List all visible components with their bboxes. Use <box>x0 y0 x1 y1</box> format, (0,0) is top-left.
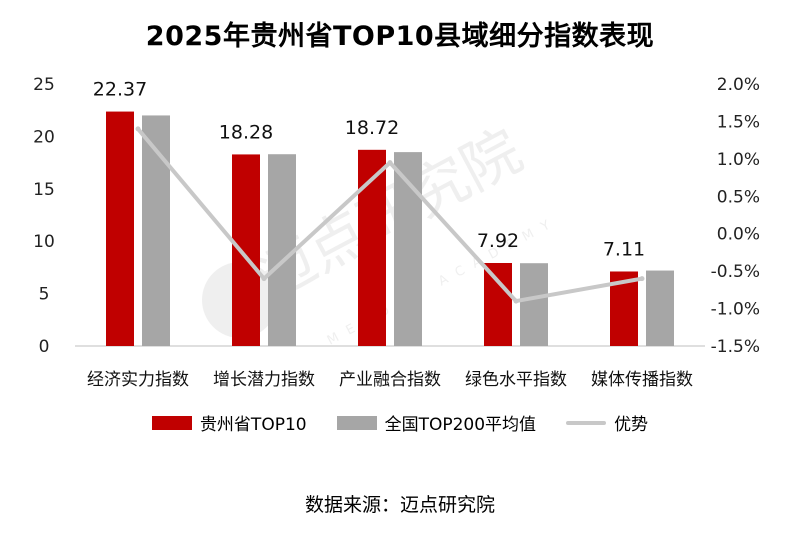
bar-top10 <box>106 111 134 346</box>
y-left-tick-label: 5 <box>39 285 50 305</box>
x-tick-label: 增长潜力指数 <box>213 370 315 390</box>
y-right-tick-label: 0.0% <box>717 225 760 245</box>
advantage-point <box>387 160 393 166</box>
y-right-tick-label: 1.0% <box>717 150 760 170</box>
y-right-tick-label: -1.0% <box>711 300 760 320</box>
advantage-point <box>261 276 267 282</box>
advantage-point <box>513 298 519 304</box>
y-left-tick-label: 0 <box>39 337 50 357</box>
y-right-tick-label: -0.5% <box>711 262 760 282</box>
source-note: 数据来源：迈点研究院 <box>304 494 495 516</box>
legend-item-top10: 贵州省TOP10 <box>151 410 307 435</box>
x-tick-label: 经济实力指数 <box>87 370 189 390</box>
chart-title: 2025年贵州省TOP10县域细分指数表现 <box>145 21 655 52</box>
legend-label-advantage: 优势 <box>614 415 649 435</box>
bar-data-label: 18.28 <box>219 121 273 143</box>
y-left-tick-label: 20 <box>33 127 55 147</box>
x-tick-label: 媒体传播指数 <box>591 370 693 390</box>
legend-label-avg: 全国TOP200平均值 <box>384 415 537 435</box>
bar-data-label: 7.11 <box>603 238 645 260</box>
x-tick-label: 产业融合指数 <box>339 370 441 390</box>
legend: 贵州省TOP10 全国TOP200平均值 优势 <box>0 410 800 435</box>
bar-national-average <box>646 270 674 346</box>
y-right-tick-label: -1.5% <box>711 337 760 357</box>
bar-data-label: 22.37 <box>93 79 147 101</box>
legend-item-avg: 全国TOP200平均值 <box>336 410 537 435</box>
legend-swatch-avg <box>336 415 377 430</box>
bar-national-average <box>142 115 170 346</box>
bar-national-average <box>520 263 548 346</box>
legend-swatch-advantage <box>566 420 607 425</box>
y-left-tick-label: 10 <box>33 232 55 252</box>
x-tick-label: 绿色水平指数 <box>465 370 567 390</box>
y-right-tick-label: 0.5% <box>717 187 760 207</box>
bar-top10 <box>484 262 512 346</box>
bar-data-label: 18.72 <box>345 117 399 139</box>
legend-swatch-top10 <box>151 415 192 430</box>
bar-data-label: 7.92 <box>477 230 519 252</box>
y-right-tick-label: 2.0% <box>717 75 760 95</box>
bar-top10 <box>358 149 386 346</box>
y-right-tick-label: 1.5% <box>717 112 760 132</box>
y-left-tick-label: 25 <box>33 75 55 95</box>
advantage-point <box>135 126 141 132</box>
legend-label-top10: 贵州省TOP10 <box>199 415 307 435</box>
legend-item-advantage: 优势 <box>566 410 648 435</box>
y-left-tick-label: 15 <box>33 180 55 200</box>
advantage-point <box>639 276 645 282</box>
bar-top10 <box>232 154 260 346</box>
bar-national-average <box>268 154 296 346</box>
